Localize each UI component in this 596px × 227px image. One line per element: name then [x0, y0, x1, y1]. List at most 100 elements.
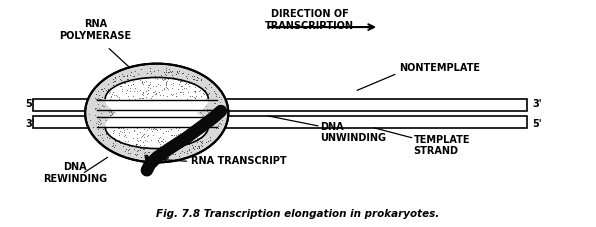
- Point: [102, 130, 111, 133]
- Point: [122, 127, 131, 131]
- Point: [128, 82, 138, 86]
- Point: [184, 81, 194, 85]
- Point: [161, 73, 170, 76]
- Point: [143, 104, 153, 108]
- Point: [212, 126, 222, 129]
- Point: [99, 104, 108, 108]
- Point: [183, 140, 193, 144]
- Point: [108, 130, 117, 133]
- Point: [157, 155, 167, 158]
- Point: [205, 138, 215, 141]
- Point: [210, 101, 219, 104]
- Point: [107, 145, 117, 148]
- Point: [124, 97, 134, 101]
- Point: [129, 128, 139, 132]
- Point: [166, 141, 176, 145]
- Point: [109, 79, 119, 82]
- Point: [123, 151, 132, 155]
- Point: [121, 135, 131, 138]
- Point: [116, 77, 125, 81]
- Point: [157, 148, 167, 151]
- Point: [176, 131, 185, 135]
- Point: [114, 97, 124, 101]
- Point: [150, 89, 159, 93]
- Point: [97, 95, 107, 99]
- Point: [131, 142, 141, 145]
- Point: [148, 127, 157, 131]
- Point: [178, 92, 188, 96]
- Point: [147, 129, 157, 133]
- Point: [162, 81, 171, 85]
- Point: [188, 77, 198, 81]
- Point: [120, 134, 129, 138]
- Point: [135, 148, 145, 152]
- Point: [148, 133, 158, 137]
- Point: [153, 138, 163, 142]
- Point: [123, 139, 133, 142]
- Point: [170, 147, 179, 150]
- Point: [162, 94, 171, 98]
- Point: [163, 79, 172, 83]
- Point: [170, 77, 180, 80]
- Point: [213, 127, 223, 130]
- Point: [189, 129, 198, 133]
- Point: [200, 93, 209, 96]
- Point: [178, 131, 188, 135]
- Point: [128, 74, 138, 78]
- Point: [118, 126, 128, 130]
- Point: [131, 153, 141, 157]
- Point: [207, 86, 216, 89]
- Point: [116, 126, 126, 130]
- Point: [184, 135, 193, 138]
- Point: [185, 124, 194, 128]
- Point: [99, 125, 108, 129]
- Point: [149, 69, 159, 73]
- Point: [173, 128, 183, 132]
- Point: [103, 82, 113, 86]
- Point: [132, 149, 141, 153]
- Point: [124, 145, 134, 148]
- Point: [189, 81, 198, 85]
- Point: [190, 139, 200, 142]
- Point: [139, 127, 148, 131]
- Point: [206, 125, 215, 129]
- Point: [167, 69, 176, 73]
- Point: [200, 89, 209, 92]
- Point: [131, 142, 141, 145]
- Point: [138, 93, 148, 97]
- Point: [205, 135, 215, 139]
- Point: [138, 134, 147, 138]
- Point: [164, 67, 173, 71]
- Point: [113, 82, 123, 86]
- Point: [181, 82, 190, 86]
- Point: [177, 143, 187, 146]
- Point: [121, 117, 131, 121]
- Point: [190, 86, 200, 89]
- Point: [94, 124, 103, 128]
- Point: [120, 81, 129, 84]
- Point: [177, 84, 187, 88]
- Point: [179, 126, 188, 129]
- Text: RNA
POLYMERASE: RNA POLYMERASE: [60, 19, 132, 41]
- Point: [176, 121, 185, 125]
- Point: [189, 95, 198, 99]
- Point: [183, 131, 193, 134]
- Point: [173, 71, 183, 74]
- Point: [166, 92, 176, 96]
- Point: [110, 145, 119, 148]
- Point: [101, 132, 111, 136]
- Point: [111, 119, 120, 123]
- Point: [104, 136, 113, 140]
- Point: [114, 138, 123, 142]
- Point: [190, 89, 200, 93]
- Point: [187, 137, 196, 141]
- Point: [185, 135, 195, 138]
- Point: [123, 84, 132, 87]
- Point: [93, 90, 103, 93]
- Point: [97, 87, 107, 91]
- Point: [117, 73, 126, 76]
- Point: [148, 84, 157, 88]
- Point: [175, 79, 185, 83]
- Point: [204, 115, 213, 119]
- Point: [139, 143, 149, 146]
